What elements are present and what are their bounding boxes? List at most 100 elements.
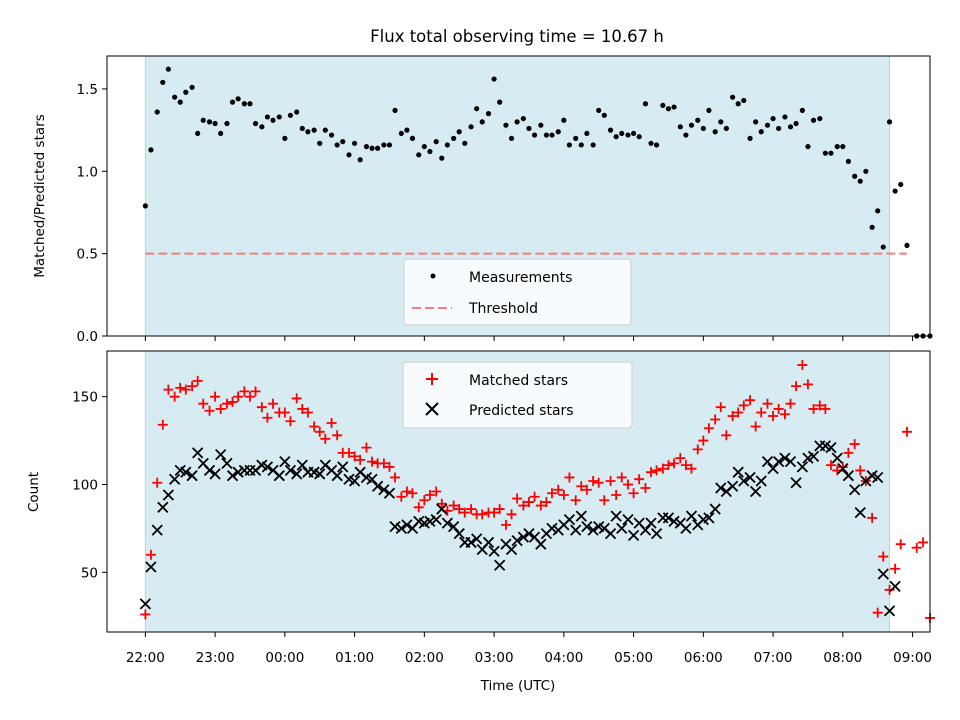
measurement-point: [479, 119, 485, 125]
measurement-point: [787, 124, 794, 130]
measurement-point: [776, 125, 782, 132]
matched-star-point: [628, 488, 639, 499]
matched-star-point: [651, 465, 662, 476]
measurement-point: [276, 114, 282, 120]
measurement-point: [607, 127, 614, 133]
predicted-star-point: [430, 513, 442, 526]
predicted-star-point: [767, 463, 779, 475]
matched-star-point: [768, 410, 779, 421]
measurement-point: [601, 112, 607, 118]
legend-threshold-label: Threshold: [468, 301, 538, 317]
top-legend-box: [403, 258, 632, 326]
measurement-point: [531, 132, 538, 138]
measurement-point: [369, 145, 375, 151]
measurement-point: [409, 135, 416, 141]
matched-star-point: [779, 409, 790, 420]
measurement-point: [491, 76, 497, 82]
predicted-star-point: [639, 524, 652, 536]
bottom-panel: 50 100 150 22:00 23:00 00:00 01:00 02:00 03:00 0…: [26, 350, 935, 694]
measurement-point: [212, 120, 218, 127]
matched-star-point: [361, 442, 372, 453]
measurement-point: [433, 139, 439, 145]
matched-star-point: [895, 539, 906, 550]
matched-star-point: [669, 458, 680, 469]
y-tick-label: 100: [72, 477, 98, 493]
matched-star-point: [262, 412, 273, 423]
predicted-star-point: [162, 489, 175, 501]
predicted-star-point: [215, 448, 227, 461]
measurement-point: [741, 97, 747, 104]
matched-star-point: [489, 507, 500, 518]
predicted-star-point: [807, 450, 820, 463]
bottom-y-axis-label: Count: [26, 472, 42, 512]
measurement-point: [363, 143, 370, 150]
predicted-star-point: [203, 464, 216, 477]
measurement-point: [538, 122, 544, 128]
matched-star-point: [564, 472, 575, 483]
measurement-point: [427, 148, 433, 155]
measurement-point: [810, 117, 817, 123]
measurement-point: [543, 132, 549, 138]
measurement-point: [282, 135, 288, 141]
predicted-star-point: [291, 468, 303, 480]
matched-star-point: [802, 379, 813, 390]
measurement-point: [578, 142, 584, 148]
x-tick-label: 00:00: [265, 650, 304, 666]
y-tick-label: 150: [72, 390, 98, 406]
measurement-point: [671, 104, 677, 110]
matched-star-point: [745, 395, 756, 406]
predicted-star-point: [650, 528, 663, 540]
predicted-star-point: [424, 515, 436, 527]
matched-star-point: [820, 403, 831, 414]
measurement-point: [555, 129, 561, 135]
measurement-point: [660, 102, 666, 109]
predicted-star-point: [145, 561, 157, 573]
measurement-point: [683, 132, 689, 138]
matched-star-point: [901, 426, 912, 437]
matched-star-point: [680, 460, 691, 471]
x-tick-label: 04:00: [544, 650, 583, 666]
matched-star-point: [320, 433, 331, 444]
measurement-point: [892, 188, 898, 194]
top-panel: 0.0 0.5 1.0 1.5 Matched/Predicted stars Mea…: [32, 55, 933, 345]
predicted-star-point: [337, 461, 349, 473]
predicted-star-point: [645, 517, 657, 529]
measurement-point: [317, 140, 323, 146]
predicted-star-point: [685, 510, 698, 522]
measurement-point: [764, 122, 771, 128]
measurement-point: [857, 178, 863, 184]
measurement-point: [677, 124, 683, 130]
matched-star-point: [785, 398, 796, 409]
measurement-point: [898, 181, 904, 188]
predicted-star-point: [139, 598, 151, 610]
predicted-star-point: [296, 459, 308, 471]
measurement-point: [782, 114, 788, 120]
x-tick-label: 03:00: [475, 650, 514, 666]
measurement-point: [869, 224, 875, 230]
measurement-point: [172, 94, 178, 100]
predicted-star-point: [732, 466, 744, 478]
matched-star-point: [843, 447, 854, 458]
predicted-star-point: [784, 456, 797, 468]
measurement-point: [561, 117, 567, 123]
predicted-star-point: [627, 529, 640, 542]
predicted-star-point: [831, 452, 843, 464]
measurement-point: [840, 143, 846, 150]
x-tick-label: 22:00: [126, 650, 165, 666]
measurement-point: [189, 84, 195, 90]
matched-star-point: [459, 507, 470, 518]
measurement-point: [195, 130, 201, 137]
measurement-point: [381, 142, 387, 148]
measurement-point: [206, 119, 213, 125]
matched-star-point: [599, 495, 610, 506]
matched-star-point: [512, 493, 523, 504]
predicted-star-point: [610, 510, 622, 522]
predicted-star-point: [465, 536, 477, 549]
matched-star-point: [762, 398, 773, 409]
matched-star-point: [233, 391, 244, 402]
measurement-point: [852, 173, 858, 179]
matched-star-point: [814, 400, 825, 411]
matched-star-point: [558, 490, 569, 501]
matched-star-point: [157, 419, 168, 430]
